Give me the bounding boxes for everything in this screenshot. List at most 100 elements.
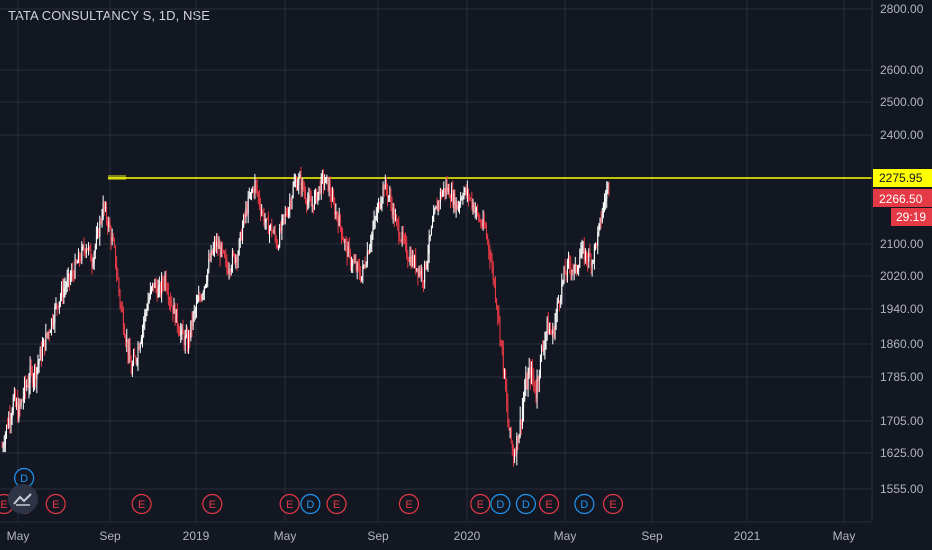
candle-body [35,367,37,380]
candle-body [163,284,165,286]
candle-body [156,287,158,298]
candle-body [164,274,166,285]
candles [1,166,610,467]
y-tick-label: 2500.00 [880,95,924,109]
candle-body [411,255,413,267]
candle-body [322,174,324,185]
candle-body [135,356,137,361]
candle-body [219,245,221,257]
y-tick-label: 1555.00 [880,482,924,496]
countdown-label: 29:19 [896,210,926,224]
candle-body [553,329,555,337]
candle-body [184,335,186,346]
candle-body [168,299,170,301]
y-tick-label: 1785.00 [880,370,924,384]
candle-body [535,391,537,398]
candle-body [550,329,552,332]
x-tick-label: Sep [641,529,663,543]
last-price-label: 2266.50 [879,192,923,206]
candle-body [433,212,435,222]
candle-body [463,192,465,198]
candle-body [61,286,63,297]
candle-body [318,186,320,193]
candle-body [446,184,448,192]
candle-body [254,180,256,193]
candle-body [167,292,169,300]
candle-body [490,259,492,261]
candle-body [124,329,126,337]
event-marker-label: E [477,499,484,511]
candle-body [412,255,414,266]
candle-body [59,296,61,302]
candle-body [308,195,310,201]
candle-body [287,214,289,216]
candle-body [548,329,550,335]
candle-body [65,286,67,288]
candle-body [483,218,485,227]
candle-body [432,221,434,228]
candle-body [234,254,236,263]
candle-body [384,180,386,190]
candle-body [185,334,187,336]
horizontal-line-group [108,175,872,180]
candle-body [455,201,457,210]
candle-body [218,245,220,249]
candle-body [162,279,164,285]
candle-body [534,381,536,392]
candle-body [157,287,159,298]
candle-body [274,230,276,238]
candle-body [186,334,188,350]
candle-body [519,419,521,435]
candle-body [329,184,331,196]
candle-body [131,364,133,374]
candle-body [387,190,389,198]
candle-body [437,201,439,211]
candle-body [436,206,438,211]
candle-body [252,188,254,192]
candle-body [242,226,244,240]
candle-body [110,228,112,242]
candle-body [161,279,163,294]
candle-body [222,250,224,252]
candle-body [37,364,39,368]
candle-body [86,247,88,250]
candle-body [62,286,64,298]
candle-body [27,385,29,387]
candle-body [403,238,405,240]
candle-body [302,181,304,190]
candle-body [216,241,218,247]
candle-body [31,369,33,383]
candle-body [409,255,411,262]
candle-body [353,261,355,263]
candle-body [239,232,241,240]
candle-body [170,299,172,306]
candle-body [336,211,338,218]
candle-body [303,189,305,194]
candle-body [497,306,499,316]
candle-body [608,183,610,189]
candle-body [246,208,248,215]
candle-body [516,436,518,454]
x-tick-label: Sep [367,529,389,543]
candle-body [401,232,403,241]
candle-body [9,418,11,424]
earnings-marker [602,493,624,515]
candle-body [587,258,589,262]
candle-body [89,246,91,248]
candle-body [280,228,282,231]
candle-body [491,260,493,265]
candle-body [518,434,520,443]
candle-body [447,187,449,192]
candle-body [586,250,588,259]
chart-title: TATA CONSULTANCY S, 1D, NSE [8,8,211,23]
candle-body [537,378,539,381]
candle-body [181,327,183,331]
candle-body [63,288,65,298]
candle-body [448,187,450,199]
y-tick-label: 2400.00 [880,128,924,142]
candle-body [106,207,108,221]
candle-body [262,211,264,213]
candle-body [330,195,332,202]
tradingview-logo-icon[interactable] [8,484,38,514]
